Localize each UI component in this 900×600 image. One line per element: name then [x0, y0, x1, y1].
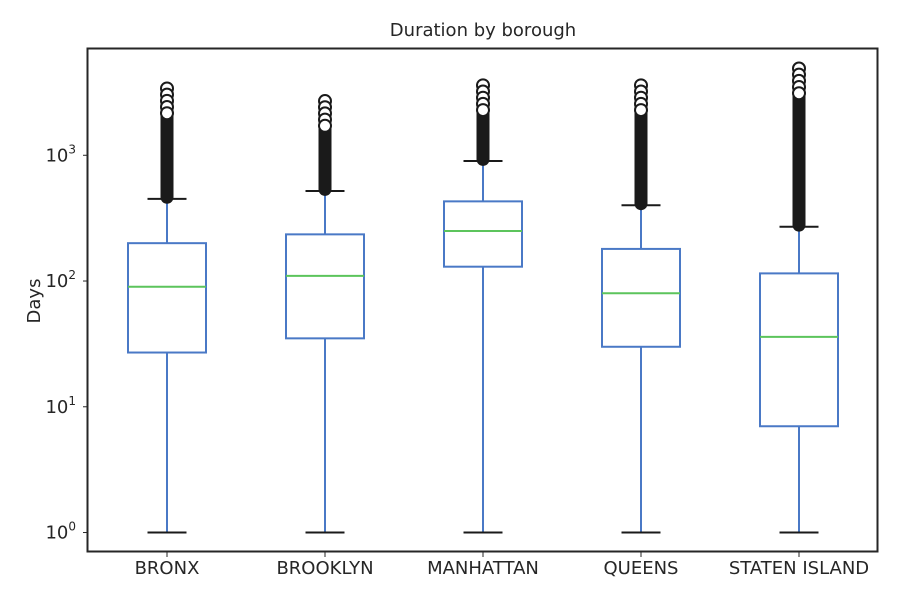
plot-frame [86, 47, 879, 553]
x-tick-label: STATEN ISLAND [729, 558, 869, 579]
outlier-point [792, 86, 806, 101]
iqr-box [601, 247, 681, 348]
y-axis-label: Days [24, 279, 45, 324]
box-group [127, 81, 207, 534]
outlier-markers [476, 78, 490, 118]
y-tick-base: 10 [45, 271, 68, 292]
y-tick-label: 101 [45, 394, 76, 418]
box-group [601, 78, 681, 534]
outlier-point [318, 118, 332, 133]
y-tick-label: 103 [45, 142, 76, 166]
y-tick-exponent: 0 [68, 520, 76, 534]
y-tick-label: 102 [45, 268, 76, 292]
y-tick-base: 10 [45, 397, 68, 418]
box-group [443, 78, 523, 534]
iqr-box [285, 233, 365, 340]
y-tick-exponent: 2 [68, 268, 76, 282]
outlier-markers [160, 81, 174, 121]
iqr-box [759, 272, 839, 428]
x-tick-label: QUEENS [604, 558, 679, 579]
y-tick-exponent: 1 [68, 394, 76, 408]
box-group [759, 61, 839, 534]
outlier-point [476, 103, 490, 118]
x-tick-label: BROOKLYN [276, 558, 373, 579]
x-axis-ticks: BRONX BROOKLYN MANHATTAN QUEENS STATEN ISLAN… [135, 552, 869, 579]
y-tick-base: 10 [45, 523, 68, 544]
box-group [285, 94, 365, 534]
chart-title: Duration by borough [390, 20, 576, 41]
iqr-box [443, 200, 523, 268]
y-tick-base: 10 [45, 145, 68, 166]
iqr-box [127, 242, 207, 354]
y-tick-exponent: 3 [68, 142, 76, 156]
outlier-markers [634, 78, 648, 118]
outlier-point [160, 106, 174, 121]
outlier-markers [318, 94, 332, 133]
x-tick-label: BRONX [135, 558, 200, 579]
x-tick-label: MANHATTAN [427, 558, 539, 579]
outlier-point [634, 103, 648, 118]
outlier-markers [792, 61, 806, 101]
y-tick-label: 100 [45, 520, 76, 544]
plot-area [127, 61, 839, 534]
